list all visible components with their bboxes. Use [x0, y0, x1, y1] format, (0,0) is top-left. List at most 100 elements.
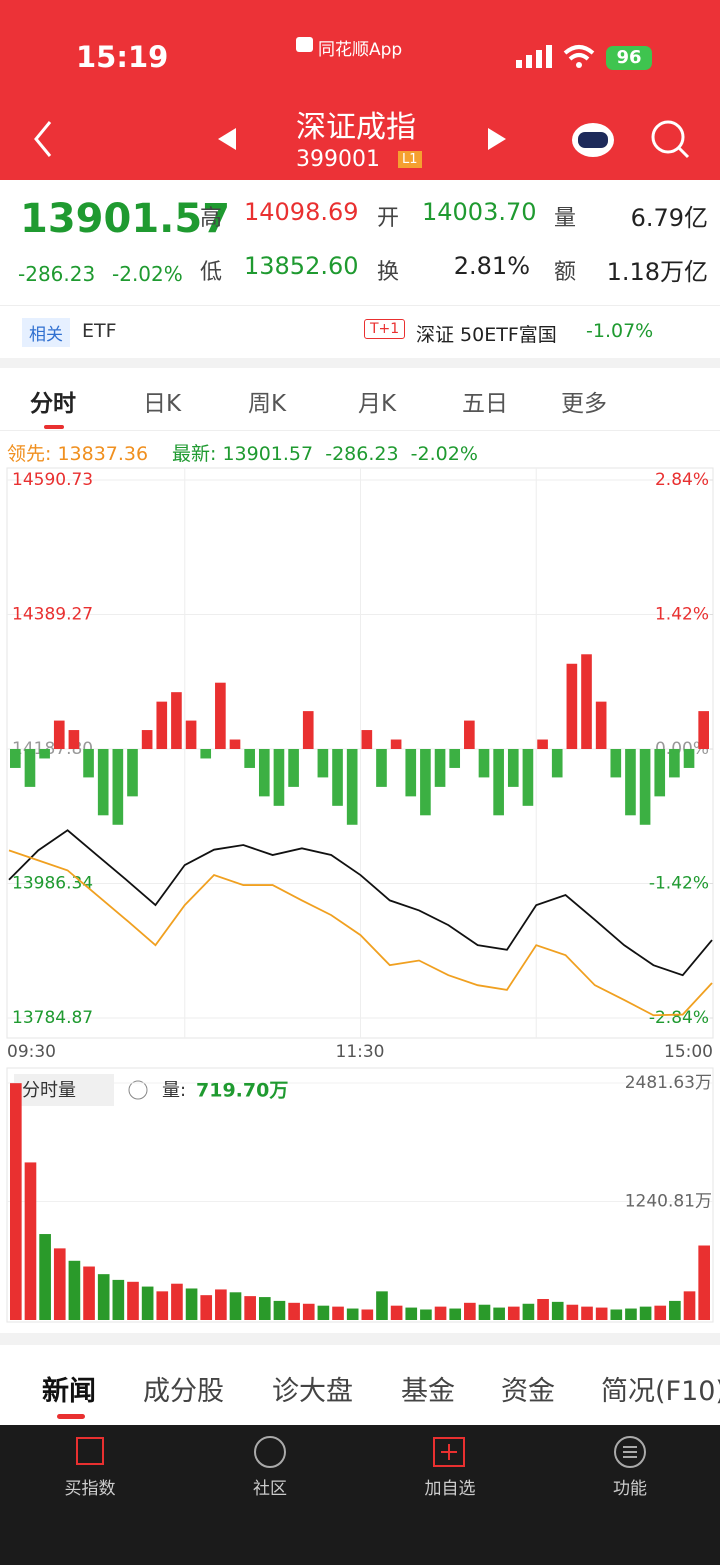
volume-bar — [493, 1307, 505, 1320]
volume-frame — [6, 1067, 714, 1323]
bottom-tab[interactable]: 成分股 — [143, 1376, 224, 1407]
tab[interactable]: 月K — [358, 391, 397, 417]
volume-bar — [361, 1309, 374, 1320]
etf-fund[interactable]: 深证 50ETF富国 — [416, 324, 557, 346]
x-label: 15:00 — [664, 1042, 713, 1062]
robot-face — [578, 132, 608, 148]
volume-bar — [229, 1292, 242, 1320]
strength-bar — [581, 654, 592, 749]
strength-bar — [24, 749, 36, 787]
volume-bar — [244, 1296, 256, 1320]
volume-bar — [595, 1307, 608, 1320]
strength-bar — [478, 749, 490, 778]
strength-bar — [449, 749, 461, 768]
nav-item[interactable]: 买指数 — [64, 1479, 116, 1499]
volume-bar — [566, 1304, 579, 1320]
selector: 分时量 — [22, 1080, 76, 1101]
field-value: 13852.60 — [244, 252, 359, 280]
price-line — [8, 829, 713, 977]
tab[interactable]: 五日 — [462, 391, 508, 417]
field-label: 量 — [554, 206, 577, 231]
divider — [0, 305, 720, 306]
y2-tick-label: 2.84% — [655, 470, 709, 490]
volume-bar — [669, 1300, 681, 1320]
selector-box[interactable] — [14, 1074, 114, 1106]
time: 15:19 — [76, 40, 169, 74]
volume-bar — [258, 1297, 271, 1320]
strength-bar — [522, 749, 534, 806]
battery: 96 — [606, 46, 652, 70]
tab[interactable]: 日K — [143, 391, 182, 417]
back[interactable] — [34, 121, 52, 157]
tab[interactable]: 分时 — [30, 391, 76, 417]
y-tick-label: 13784.87 — [12, 1008, 93, 1028]
volume-bar — [83, 1266, 95, 1320]
bottom-tab[interactable]: 诊大盘 — [272, 1376, 353, 1407]
volume-bar — [581, 1306, 593, 1320]
volume-bar — [434, 1306, 447, 1320]
nav-bar — [0, 1425, 720, 1565]
bottom-tab[interactable]: 基金 — [401, 1376, 455, 1407]
strength-bar — [68, 730, 80, 749]
volume-bar — [683, 1291, 696, 1320]
community-icon — [254, 1436, 286, 1468]
help[interactable] — [128, 1080, 148, 1100]
field-value: 14003.70 — [422, 198, 537, 226]
prev[interactable] — [218, 128, 236, 150]
strength-bar — [97, 749, 109, 816]
strength-bar — [215, 682, 226, 749]
title: 深证成指 — [296, 110, 416, 145]
x-label: 11:30 — [336, 1042, 385, 1062]
nav-item[interactable]: 社区 — [253, 1479, 287, 1499]
volume-bar — [24, 1162, 37, 1320]
volume-bar — [610, 1309, 623, 1320]
strength-bar — [317, 749, 329, 778]
latest-pct: -2.02% — [410, 443, 478, 465]
volume-bar — [273, 1300, 286, 1320]
latest-value: 13901.57 — [222, 443, 314, 465]
nav-icons — [76, 1436, 646, 1468]
lead-value: 13837.36 — [57, 443, 149, 465]
strength-bar — [258, 749, 270, 797]
strength-bar — [376, 749, 387, 787]
y-tick-label: 14187.80 — [12, 739, 93, 759]
bottom-tab[interactable]: 简况(F10) — [601, 1376, 720, 1407]
field-label: 高 — [200, 206, 223, 231]
volume-bar — [464, 1302, 476, 1320]
strength-bar — [10, 749, 21, 768]
etf-name: ETF — [82, 320, 117, 342]
volume-bar — [200, 1295, 213, 1320]
y-tick-label: 14389.27 — [12, 604, 93, 624]
strength-bar — [112, 749, 124, 825]
volume-bar — [537, 1298, 549, 1320]
separator — [0, 358, 720, 368]
volume-bar — [302, 1303, 315, 1320]
tab[interactable]: 周K — [248, 391, 287, 417]
nav-item[interactable]: 功能 — [613, 1479, 647, 1499]
change: -286.23 — [18, 262, 96, 286]
field-label: 开 — [377, 206, 400, 231]
strength-bar — [639, 749, 651, 825]
y-tick-label: 1240.81万 — [625, 1192, 712, 1212]
next[interactable] — [488, 128, 506, 150]
nav-item[interactable]: 加自选 — [424, 1479, 476, 1499]
strength-bar — [156, 701, 168, 749]
strength-bar — [244, 749, 255, 768]
strength-bar — [405, 749, 417, 797]
volume-bar — [10, 1083, 22, 1320]
volume-bar — [346, 1308, 359, 1320]
strength-bar — [200, 749, 212, 759]
add-icon — [433, 1437, 465, 1467]
tab[interactable]: 更多 — [561, 391, 607, 417]
volume-bar — [53, 1248, 66, 1320]
strength-bar — [566, 663, 578, 749]
strength-bar — [273, 749, 285, 806]
latest: 最新: 13901.57 -286.23 -2.02% — [172, 439, 478, 466]
bottom-tab[interactable]: 新闻 — [42, 1376, 96, 1407]
volume-bar — [127, 1281, 139, 1320]
strength-bar — [493, 749, 504, 816]
bottom-tab[interactable]: 资金 — [501, 1376, 555, 1407]
volume-bar — [478, 1304, 491, 1320]
search[interactable] — [651, 120, 685, 154]
etf-tag: 相关 — [22, 318, 70, 347]
